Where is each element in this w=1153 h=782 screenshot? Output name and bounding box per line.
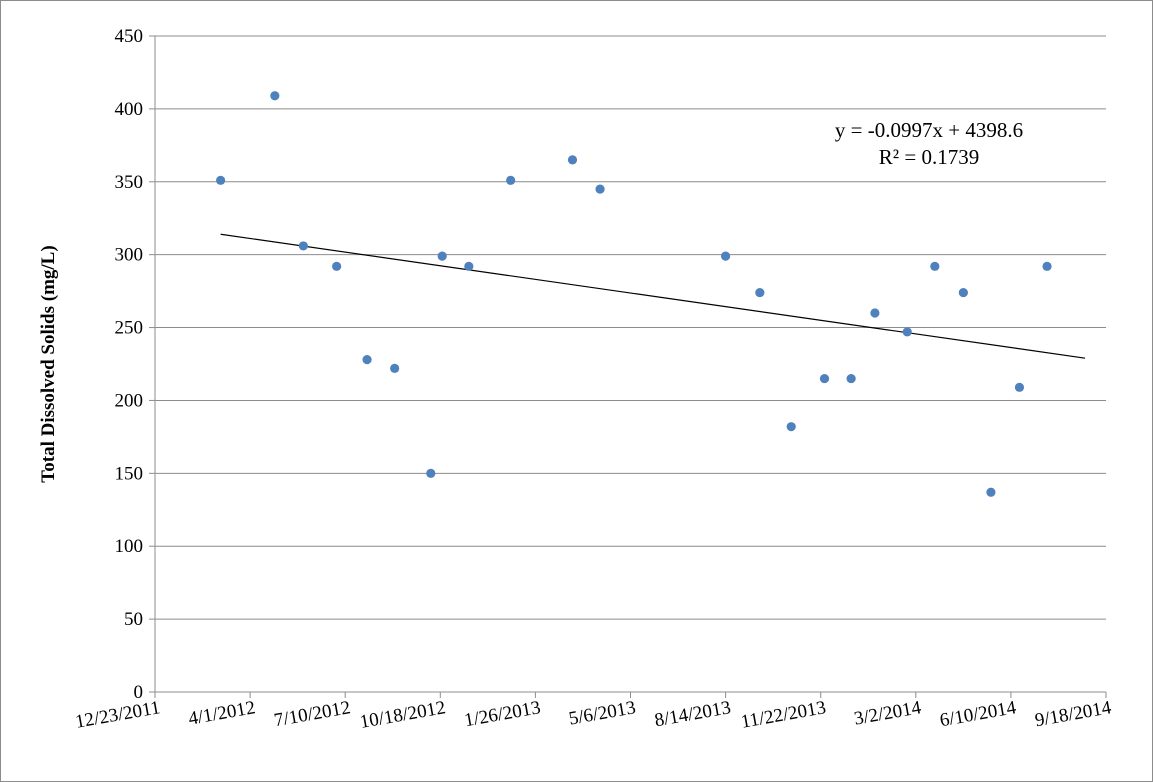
scatter-point <box>426 468 436 478</box>
y-tick-label: 300 <box>115 245 144 266</box>
scatter-point <box>464 261 474 271</box>
x-tick-label: 1/26/2013 <box>463 697 543 731</box>
scatter-point <box>332 261 342 271</box>
scatter-point <box>721 251 731 261</box>
x-tick-label: 5/6/2013 <box>567 697 637 729</box>
axes <box>149 35 1107 698</box>
x-tick-label: 9/18/2014 <box>1033 697 1113 731</box>
scatter-point <box>986 487 996 497</box>
y-tick-label: 0 <box>134 682 144 703</box>
scatter-point <box>390 363 400 373</box>
trendline-r-squared: R² = 0.1739 <box>879 145 979 169</box>
trendline-group <box>220 233 1086 359</box>
gridlines <box>155 35 1106 620</box>
x-tick-label: 12/23/2011 <box>74 697 162 733</box>
data-points <box>216 91 1052 497</box>
x-tick-label: 4/1/2012 <box>187 697 257 729</box>
scatter-point <box>870 308 880 318</box>
scatter-point <box>437 251 447 261</box>
x-tick-label: 7/10/2012 <box>273 697 353 731</box>
x-tick-label: 11/22/2013 <box>739 697 827 733</box>
y-tick-label: 150 <box>115 463 144 484</box>
y-tick-label: 400 <box>115 99 144 120</box>
x-tick-label: 10/18/2012 <box>358 697 447 733</box>
scatter-point <box>930 261 940 271</box>
x-tick-label: 3/2/2014 <box>852 697 923 729</box>
y-axis-title: Total Dissolved Solids (mg/L) <box>38 245 59 482</box>
scatter-point <box>216 175 226 185</box>
y-tick-label: 250 <box>115 318 144 339</box>
scatter-point <box>270 91 280 101</box>
scatter-point <box>567 155 578 165</box>
scatter-point <box>958 287 968 298</box>
scatter-point <box>902 327 912 337</box>
y-tick-label: 50 <box>124 609 143 630</box>
y-tick-label: 350 <box>115 172 144 193</box>
scatter-point <box>506 175 516 185</box>
scatter-point <box>362 355 372 365</box>
scatter-point <box>595 184 605 194</box>
scatter-point <box>1042 261 1052 271</box>
scatter-point <box>786 422 796 432</box>
scatter-point <box>298 241 308 251</box>
scatter-point <box>819 373 830 384</box>
scatter-point <box>846 373 856 384</box>
scatter-point <box>755 287 765 298</box>
linear-trendline <box>220 233 1086 359</box>
y-tick-label: 450 <box>115 26 144 47</box>
y-tick-label: 100 <box>115 536 144 557</box>
trendline-equation: y = -0.0997x + 4398.6 <box>835 118 1023 142</box>
y-tick-label: 200 <box>115 390 144 411</box>
x-tick-label: 8/14/2013 <box>653 697 733 731</box>
x-tick-label: 6/10/2014 <box>938 697 1018 731</box>
scatter-point <box>1014 382 1025 392</box>
